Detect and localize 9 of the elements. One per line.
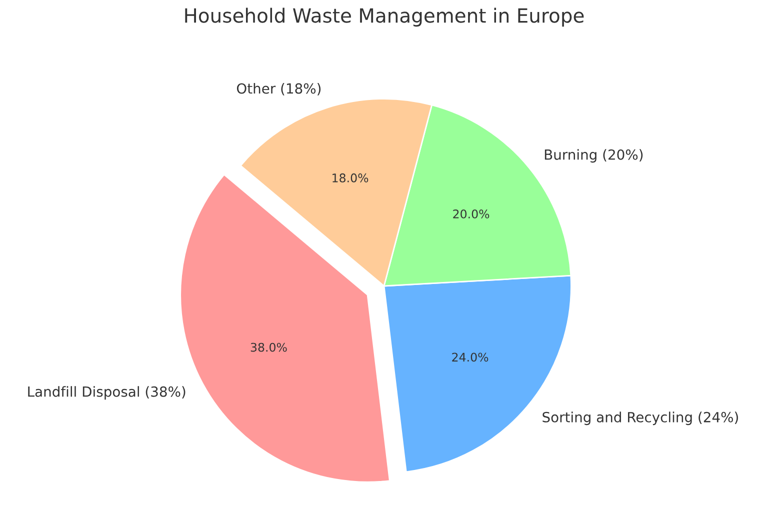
- data-label: 18.0%: [332, 173, 368, 182]
- data-label: 20.0%: [453, 210, 490, 218]
- data-label: 24.0%: [452, 352, 488, 362]
- data-label: 38.0%: [250, 342, 287, 352]
- slice-label: Other (18%): [236, 83, 321, 96]
- slice-label: Sorting and Recycling (24%): [542, 412, 738, 426]
- slice-label: Burning (20%): [544, 149, 643, 163]
- slice-label: Landfill Disposal (38%): [28, 386, 186, 400]
- chart-title: Household Waste Management in Europe: [185, 8, 584, 27]
